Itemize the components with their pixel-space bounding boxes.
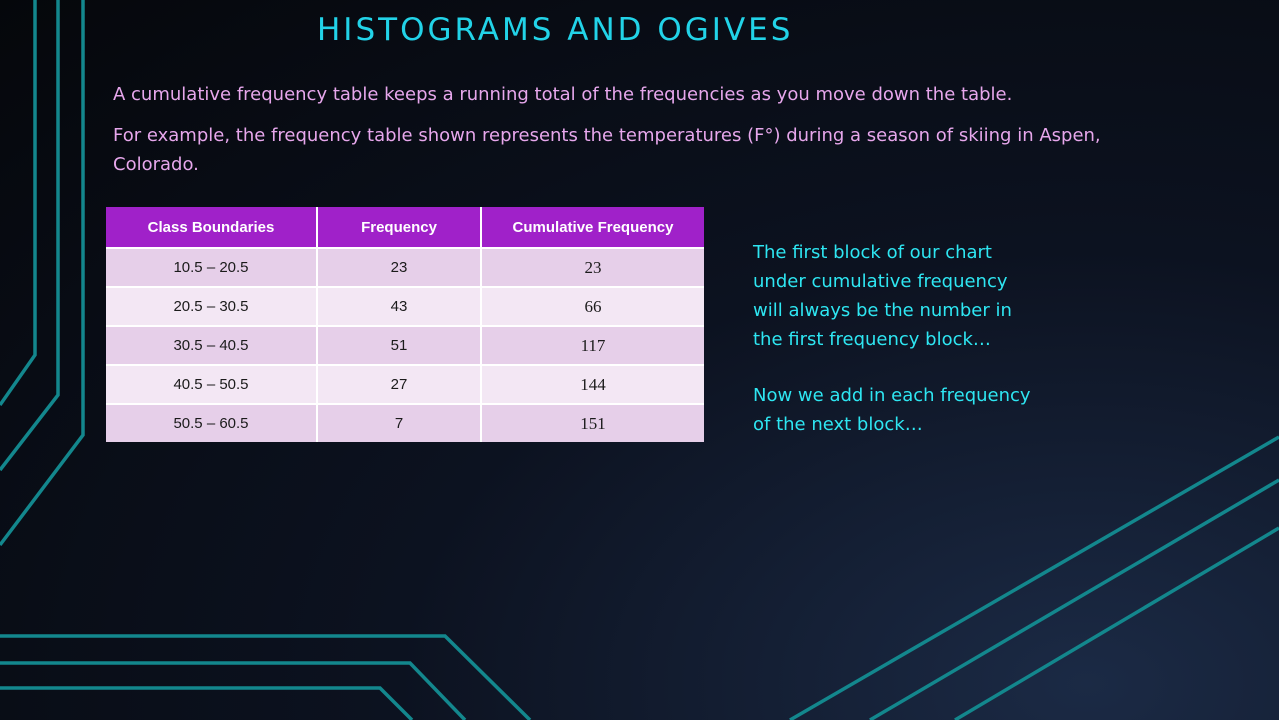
circuit-line <box>954 526 1279 720</box>
circuit-line <box>789 435 1279 720</box>
first-block-note: The first block of our chart under cumul… <box>753 242 1012 350</box>
table-row: 40.5 – 50.5 27 144 <box>106 364 704 404</box>
cumulative-frequency-table: Class Boundaries Frequency Cumulative Fr… <box>106 207 704 442</box>
cumulative-frequency-cell: 151 <box>481 403 704 442</box>
example-paragraph: For example, the frequency table shown r… <box>113 125 1101 175</box>
table-row: 10.5 – 20.5 23 23 <box>106 247 704 287</box>
circuit-line <box>0 0 85 547</box>
next-block-note: Now we add in each frequency of the next… <box>753 385 1031 435</box>
circuit-line <box>0 686 414 720</box>
header-cumulative-frequency: Cumulative Frequency <box>481 207 704 248</box>
frequency-cell: 43 <box>317 286 482 326</box>
circuit-line <box>0 634 532 720</box>
class-boundaries-cell: 50.5 – 60.5 <box>106 403 318 442</box>
cumulative-frequency-cell: 66 <box>481 286 704 326</box>
frequency-cell: 27 <box>317 364 482 404</box>
table-row: 30.5 – 40.5 51 117 <box>106 325 704 365</box>
circuit-line <box>869 478 1279 720</box>
frequency-cell: 23 <box>317 247 482 287</box>
cumulative-frequency-cell: 23 <box>481 247 704 287</box>
header-class-boundaries: Class Boundaries <box>106 207 318 248</box>
class-boundaries-cell: 30.5 – 40.5 <box>106 325 318 365</box>
slide-title: HISTOGRAMS AND OGIVES <box>317 12 794 48</box>
class-boundaries-cell: 20.5 – 30.5 <box>106 286 318 326</box>
circuit-line <box>0 0 60 472</box>
frequency-cell: 7 <box>317 403 482 442</box>
table-row: 20.5 – 30.5 43 66 <box>106 286 704 326</box>
header-frequency: Frequency <box>317 207 482 248</box>
class-boundaries-cell: 10.5 – 20.5 <box>106 247 318 287</box>
frequency-cell: 51 <box>317 325 482 365</box>
circuit-line <box>0 661 467 720</box>
cumulative-frequency-cell: 144 <box>481 364 704 404</box>
table-row: 50.5 – 60.5 7 151 <box>106 403 704 442</box>
table-header-row: Class Boundaries Frequency Cumulative Fr… <box>106 207 704 248</box>
class-boundaries-cell: 40.5 – 50.5 <box>106 364 318 404</box>
cumulative-frequency-cell: 117 <box>481 325 704 365</box>
intro-paragraph: A cumulative frequency table keeps a run… <box>113 84 1013 105</box>
circuit-line <box>0 0 37 407</box>
